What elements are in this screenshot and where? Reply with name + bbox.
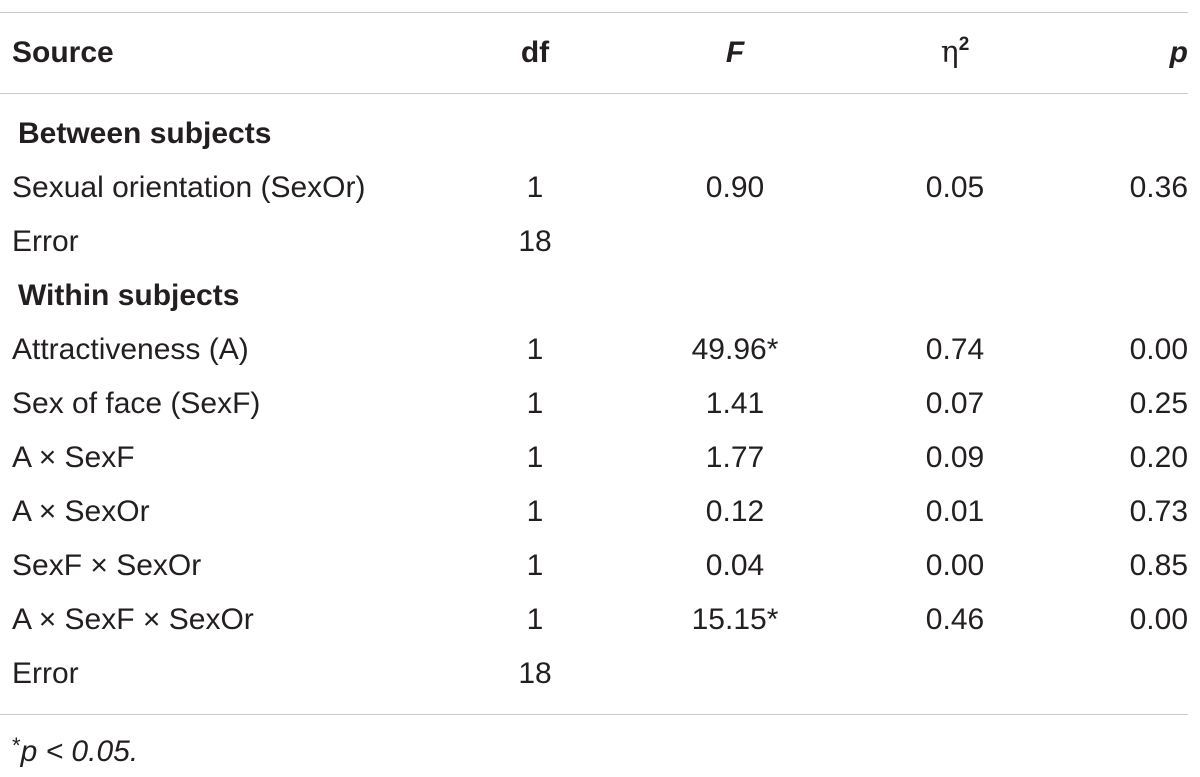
section-title: Within subjects: [18, 279, 240, 312]
cell-source: Attractiveness (A): [12, 333, 249, 366]
cell-p: 0.73: [1129, 495, 1188, 528]
cell-eta: 0.00: [925, 549, 985, 582]
table-top-rule: [0, 12, 1188, 13]
header-source: Source: [12, 36, 114, 69]
cell-source: A × SexF × SexOr: [12, 603, 254, 636]
header-eta-squared: η2: [850, 26, 1060, 80]
cell-p: 0.20: [1129, 441, 1188, 474]
eta-superscript: 2: [958, 34, 970, 55]
eta-symbol: η: [940, 35, 959, 70]
table-row: A × SexF 1 1.77 0.09 0.20: [0, 431, 1200, 485]
table-row: Attractiveness (A) 1 49.96* 0.74 0.00: [0, 323, 1200, 377]
significance-marker: *: [766, 603, 779, 636]
table-row: A × SexOr 1 0.12 0.01 0.73: [0, 485, 1200, 539]
cell-source: SexF × SexOr: [12, 549, 202, 582]
cell-df: 18: [518, 657, 552, 690]
cell-f: 1.41: [705, 387, 765, 420]
cell-p: 0.25: [1129, 387, 1188, 420]
table-header-row: Source df F η2 p: [0, 26, 1200, 80]
cell-p: 0.36: [1129, 171, 1188, 204]
cell-eta: 0.46: [925, 603, 985, 636]
section-title-row: Between subjects: [0, 107, 1200, 161]
cell-df: 1: [526, 441, 544, 474]
section-title-row: Within subjects: [0, 269, 1200, 323]
cell-source: A × SexOr: [12, 495, 150, 528]
cell-source: A × SexF: [12, 441, 135, 474]
header-df: df: [520, 36, 550, 69]
cell-df: 1: [526, 495, 544, 528]
table-row: Error 18: [0, 215, 1200, 269]
cell-p: 0.85: [1129, 549, 1188, 582]
table-footnote: *p < 0.05.: [12, 722, 138, 776]
header-p: p: [1169, 36, 1188, 69]
table-row: Sexual orientation (SexOr) 1 0.90 0.05 0…: [0, 161, 1200, 215]
cell-df: 1: [526, 603, 544, 636]
cell-source: Sex of face (SexF): [12, 387, 261, 420]
cell-df: 18: [518, 225, 552, 258]
cell-f: 49.96*: [630, 323, 840, 377]
cell-df: 1: [526, 387, 544, 420]
cell-eta: 0.09: [925, 441, 985, 474]
cell-f: 0.90: [705, 171, 765, 204]
cell-df: 1: [526, 549, 544, 582]
table-row: Sex of face (SexF) 1 1.41 0.07 0.25: [0, 377, 1200, 431]
cell-source: Sexual orientation (SexOr): [12, 171, 366, 204]
cell-f: 1.77: [705, 441, 765, 474]
cell-p: 0.00: [1129, 333, 1188, 366]
cell-f: 15.15*: [630, 593, 840, 647]
cell-f: 0.12: [705, 495, 765, 528]
footnote-marker: *: [12, 733, 21, 758]
section-title: Between subjects: [18, 117, 272, 150]
table-row: Error 18: [0, 647, 1200, 701]
cell-f: 0.04: [705, 549, 765, 582]
header-f: F: [725, 36, 745, 69]
cell-df: 1: [526, 333, 544, 366]
table-row: SexF × SexOr 1 0.04 0.00 0.85: [0, 539, 1200, 593]
table-header-rule: [0, 93, 1188, 94]
cell-p: 0.00: [1129, 603, 1188, 636]
cell-eta: 0.07: [925, 387, 985, 420]
significance-marker: *: [766, 333, 779, 366]
table-row: A × SexF × SexOr 1 15.15* 0.46 0.00: [0, 593, 1200, 647]
cell-eta: 0.01: [925, 495, 985, 528]
footnote-text: p < 0.05.: [20, 735, 139, 768]
cell-source: Error: [12, 225, 79, 258]
table-bottom-rule: [0, 714, 1188, 715]
cell-f-value: 49.96: [691, 333, 767, 366]
cell-f-value: 15.15: [691, 603, 767, 636]
cell-eta: 0.05: [925, 171, 985, 204]
cell-eta: 0.74: [925, 333, 985, 366]
cell-source: Error: [12, 657, 79, 690]
cell-df: 1: [526, 171, 544, 204]
